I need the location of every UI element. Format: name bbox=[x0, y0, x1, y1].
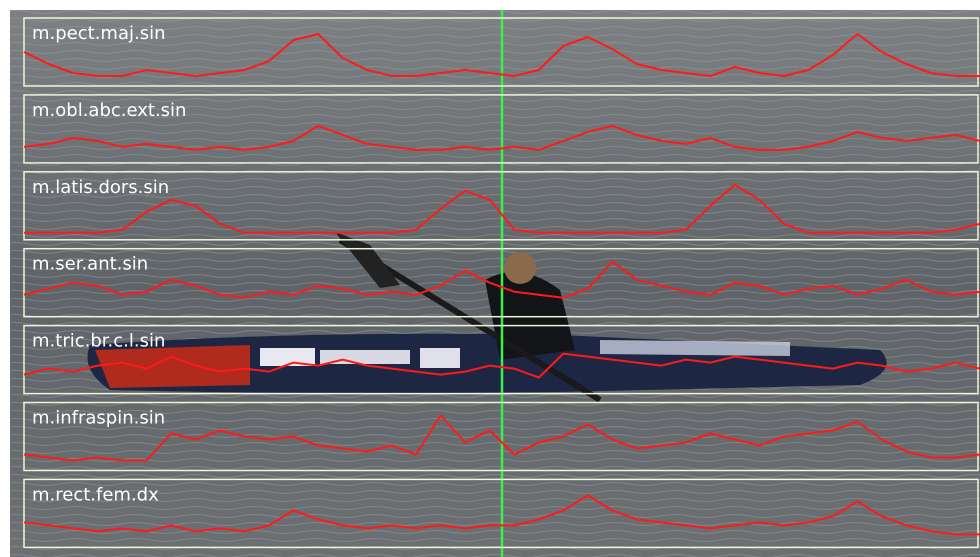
emg-line bbox=[23, 33, 980, 77]
emg-line bbox=[23, 352, 980, 379]
panel-frame bbox=[23, 324, 979, 395]
emg-line bbox=[24, 183, 980, 234]
emg-line bbox=[23, 494, 980, 536]
kayak-scene bbox=[87, 232, 887, 403]
panel-frame bbox=[23, 401, 979, 472]
panel-label: m.rect.fem.dx bbox=[32, 484, 159, 505]
panel-label: m.latis.dors.sin bbox=[32, 177, 169, 198]
panel-frame bbox=[23, 478, 979, 549]
emg-line bbox=[23, 260, 980, 299]
emg-panels: m.pect.maj.sin m.obl.abc.ext.sin m.latis.d… bbox=[23, 17, 980, 549]
emg-line bbox=[23, 124, 980, 151]
panel-label: m.infraspin.sin bbox=[32, 408, 165, 429]
panel-label: m.pect.maj.sin bbox=[32, 23, 166, 44]
panel-label: m.tric.br.c.l.sin bbox=[32, 331, 165, 352]
panel-frame bbox=[23, 171, 979, 241]
panel-label: m.ser.ant.sin bbox=[32, 254, 148, 275]
panel-frame bbox=[23, 247, 979, 318]
emg-line bbox=[23, 414, 980, 462]
panel-label: m.obl.abc.ext.sin bbox=[32, 100, 186, 121]
panel-frame bbox=[23, 94, 979, 164]
